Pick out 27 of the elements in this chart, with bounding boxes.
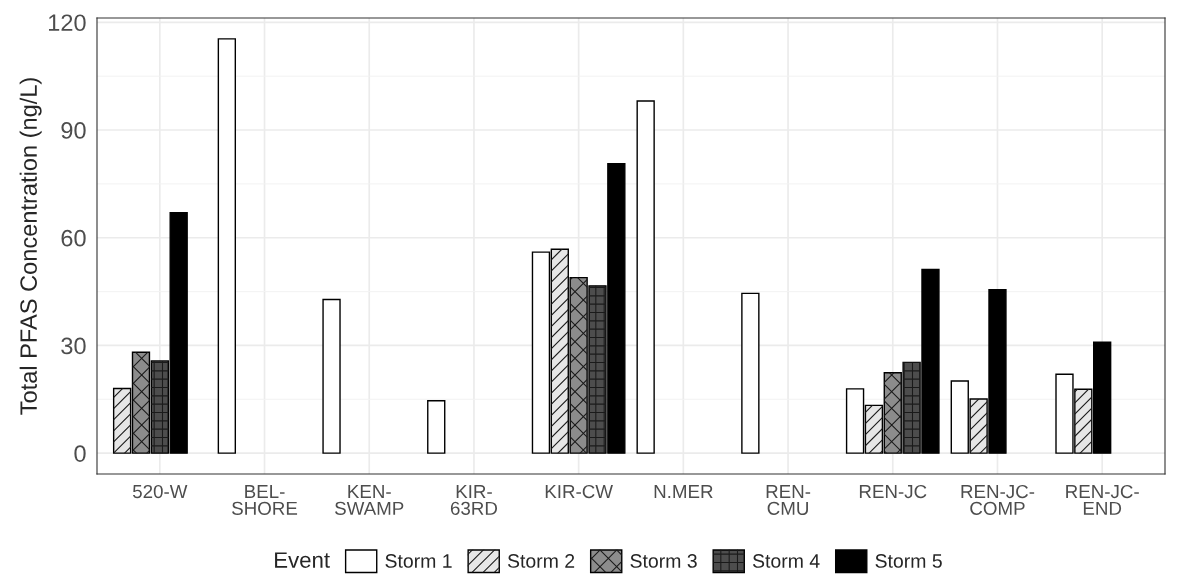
x-tick-label: N.MER [654,485,713,498]
bar [741,292,760,454]
x-tick-label: REN-JC [859,484,927,499]
legend-label: Storm 4 [752,554,820,568]
legend-title: Event [275,552,330,568]
bar [217,38,237,454]
x-tick-label: REN-JC- COMP [961,484,1035,515]
legend-label: Storm 2 [507,554,575,568]
bar [427,400,446,454]
legend-label: Storm 1 [385,554,452,568]
y-axis-title: Total PFAS Concentration (ng/L) [19,78,42,415]
legend-label: Storm 5 [875,554,942,568]
x-tick-label: KEN- SWAMP [335,485,404,515]
y-tick-label: 60 [61,229,86,247]
x-tick-label: 520-W [132,484,188,499]
legend-label: Storm 3 [630,554,697,568]
y-tick-label: 0 [74,445,86,462]
y-tick-label: 120 [48,14,86,32]
x-tick-label: KIR- 63RD [450,485,498,515]
y-tick-label: 90 [61,122,86,139]
x-tick-label: BEL- SHORE [232,485,298,515]
bar [636,100,655,454]
y-tick-label: 30 [61,337,86,355]
x-tick-label: REN- CMU [766,485,811,515]
x-tick-label: KIR-CW [545,484,613,499]
x-tick-label: REN-JC- END [1066,484,1139,515]
bar [322,298,341,454]
